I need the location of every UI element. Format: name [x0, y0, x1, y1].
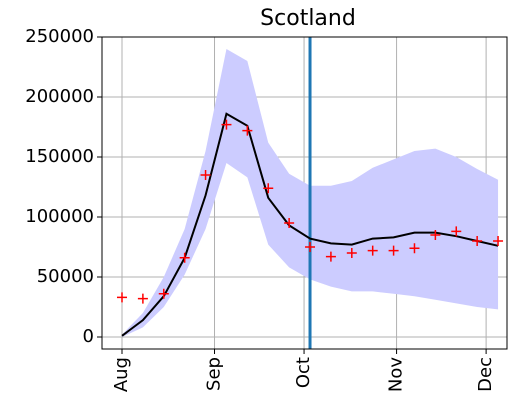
- observed-marker: [430, 230, 441, 240]
- observed-marker: [325, 251, 336, 262]
- observed-marker: [179, 252, 190, 263]
- y-tick-label: 100000: [25, 206, 94, 227]
- observed-marker: [472, 236, 483, 246]
- observed-marker: [451, 226, 462, 237]
- y-tick-label: 150000: [25, 146, 94, 167]
- observed-marker: [137, 293, 148, 304]
- x-tick-label: Oct: [293, 357, 314, 388]
- observed-marker: [493, 236, 504, 246]
- observed-marker: [284, 218, 295, 228]
- observed-marker: [305, 242, 316, 252]
- x-tick-label: Dec: [475, 357, 496, 392]
- y-tick-label: 250000: [25, 26, 94, 47]
- observed-marker: [200, 170, 211, 180]
- observed-marker: [367, 245, 378, 256]
- observed-marker: [263, 183, 274, 194]
- observed-marker: [346, 248, 357, 258]
- y-tick-label: 50000: [37, 266, 94, 287]
- plot-frame: [101, 36, 508, 350]
- observed-marker: [116, 292, 127, 303]
- observed-marker: [221, 119, 232, 130]
- x-tick-label: Nov: [386, 357, 407, 392]
- observed-marker: [409, 243, 420, 254]
- observed-marker: [158, 288, 169, 299]
- x-tick-label: Aug: [111, 357, 132, 392]
- chart-title: Scotland: [260, 6, 356, 31]
- x-tick-label: Sep: [204, 357, 225, 391]
- observed-marker: [242, 125, 253, 136]
- y-tick-label: 0: [83, 326, 94, 347]
- observed-marker: [388, 245, 399, 256]
- y-tick-label: 200000: [25, 86, 94, 107]
